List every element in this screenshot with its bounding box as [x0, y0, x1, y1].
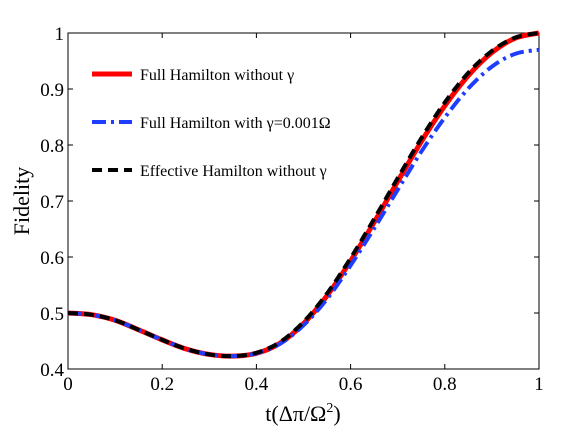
series-lines [67, 30, 540, 359]
y-tick-label-3: 0.7 [40, 192, 64, 213]
legend-label-2: Effective Hamilton without γ [140, 163, 327, 180]
x-tick-label-0: 0 [63, 374, 73, 395]
plot-area-frame [67, 32, 540, 370]
x-tick-label-4: 0.8 [433, 374, 457, 395]
x-axis-label-sup: 2 [326, 401, 333, 416]
y-axis-label: Fidelity [9, 167, 34, 235]
series-line-2 [67, 31, 540, 359]
y-tick-label-6: 1 [55, 24, 65, 45]
y-tick-label-5: 0.9 [40, 80, 64, 101]
y-tick-label-2: 0.6 [40, 248, 64, 269]
x-axis-label-close: ) [333, 401, 340, 426]
x-tick-label-5: 1 [534, 374, 544, 395]
y-tick-label-4: 0.8 [40, 136, 64, 157]
tick-labels: 0 0.2 0.4 0.6 0.8 1 0.4 0.5 0.6 0.7 0.8 0.9 1 [40, 24, 544, 395]
y-tick-label-0: 0.4 [40, 360, 64, 381]
y-tick-label-1: 0.5 [40, 304, 64, 325]
x-tick-label-3: 0.6 [339, 374, 363, 395]
axis-ticks [67, 32, 540, 370]
series-line-0 [67, 30, 540, 359]
x-tick-label-1: 0.2 [150, 374, 174, 395]
x-tick-label-2: 0.4 [245, 374, 269, 395]
x-axis-label: t(Δπ/Ω2) [265, 401, 340, 426]
legend: Full Hamilton without γ Full Hamilton wi… [92, 67, 331, 180]
x-axis-label-main: t(Δπ/Ω [265, 401, 326, 426]
legend-label-1: Full Hamilton with γ=0.001Ω [140, 115, 331, 132]
series-line-1 [67, 47, 540, 359]
legend-label-0: Full Hamilton without γ [140, 67, 294, 84]
